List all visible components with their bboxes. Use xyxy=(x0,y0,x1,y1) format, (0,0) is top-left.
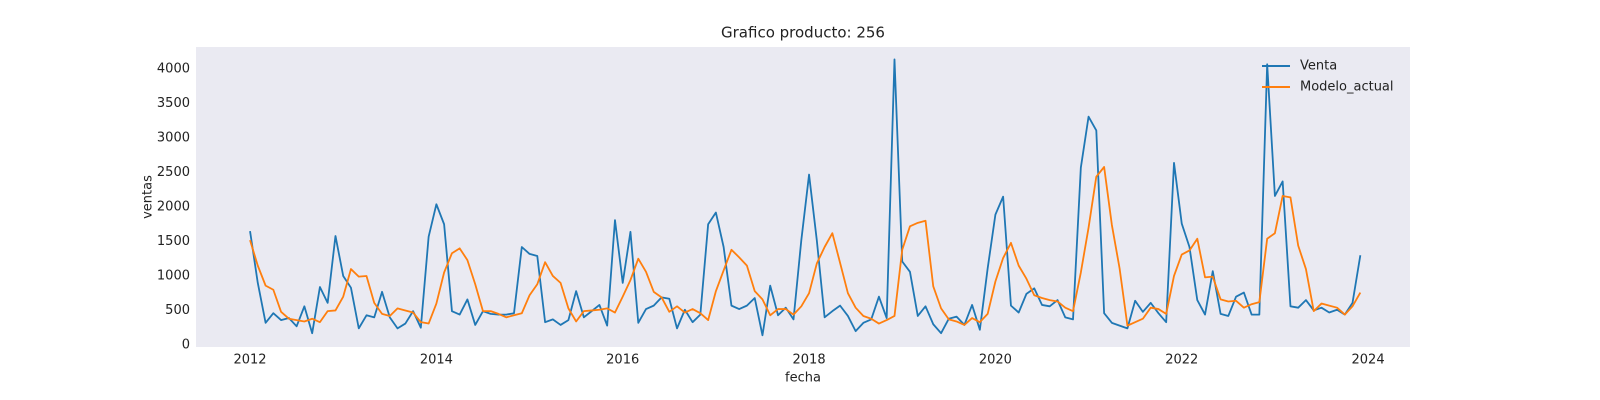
y-tick-label: 2500 xyxy=(157,165,190,180)
series-line xyxy=(249,166,1362,327)
y-tick-label: 1500 xyxy=(157,234,190,249)
legend-item: Venta xyxy=(1262,59,1337,74)
x-tick-label: 2022 xyxy=(1165,353,1198,368)
x-tick-label: 2024 xyxy=(1352,353,1385,368)
series-line xyxy=(249,58,1362,337)
y-tick-label: 2000 xyxy=(157,200,190,215)
y-tick-label: 3000 xyxy=(157,131,190,146)
legend-label: Modelo_actual xyxy=(1300,80,1394,95)
x-tick-label: 2012 xyxy=(233,353,266,368)
x-tick-label: 2014 xyxy=(420,353,453,368)
y-tick-label: 4000 xyxy=(157,62,190,77)
x-tick-label: 2018 xyxy=(793,353,826,368)
y-tick-label: 1000 xyxy=(157,268,190,283)
legend-item: Modelo_actual xyxy=(1262,80,1394,95)
y-tick-label: 3500 xyxy=(157,96,190,111)
y-tick-label: 500 xyxy=(165,303,190,318)
x-axis-label: fecha xyxy=(785,371,821,386)
x-tick-label: 2016 xyxy=(606,353,639,368)
x-tick-label: 2020 xyxy=(979,353,1012,368)
y-axis-label: ventas xyxy=(141,175,156,219)
chart-title: Grafico producto: 256 xyxy=(721,24,885,42)
y-tick-label: 0 xyxy=(182,337,190,352)
legend-label: Venta xyxy=(1300,59,1337,74)
